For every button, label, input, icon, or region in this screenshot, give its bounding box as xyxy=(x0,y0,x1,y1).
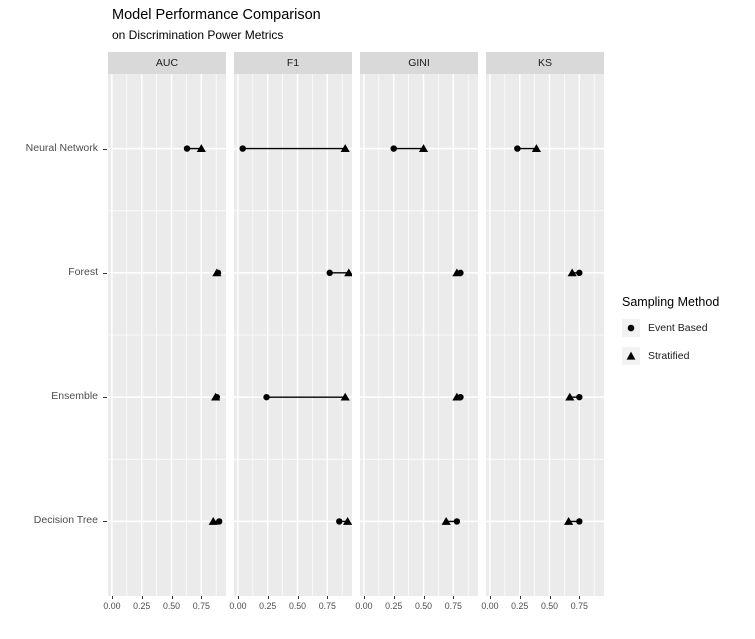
y-axis-label-neural-network: Neural Network xyxy=(25,141,98,154)
x-axis-label: 0.75 xyxy=(444,601,462,611)
data-point-stratified xyxy=(418,144,429,152)
data-point-event-based xyxy=(183,145,191,152)
x-axis-label: 0.25 xyxy=(133,601,151,611)
data-point-stratified xyxy=(567,268,577,277)
facet-panel-auc xyxy=(108,74,226,596)
x-axis-label: 0.75 xyxy=(192,601,210,611)
data-point-event-based xyxy=(336,518,343,525)
x-axis-tick xyxy=(111,596,113,599)
facet-strip-gini: GINI xyxy=(360,52,478,74)
x-axis-tick xyxy=(549,596,551,599)
circle-icon xyxy=(627,324,635,332)
data-point-event-based xyxy=(239,145,246,152)
y-axis-label-decision-tree: Decision Tree xyxy=(33,514,98,527)
data-point-event-based xyxy=(576,393,583,401)
y-axis-tick xyxy=(103,521,107,523)
legend: Sampling Method Event Based Stratified xyxy=(622,295,719,375)
data-point-stratified xyxy=(565,392,575,401)
panel-plot-area xyxy=(360,74,478,596)
x-axis-label: 0.50 xyxy=(288,601,307,611)
data-point-stratified xyxy=(441,517,451,525)
triangle-icon xyxy=(626,351,636,360)
y-axis-tick xyxy=(103,397,107,399)
data-point-event-based xyxy=(390,145,397,152)
x-axis-label: 0.50 xyxy=(540,601,559,611)
x-axis-label: 0.25 xyxy=(385,601,403,611)
x-axis-tick xyxy=(579,596,581,599)
x-axis-tick xyxy=(453,596,455,599)
facet-strip-ks: KS xyxy=(486,52,604,74)
facet-strip-auc: AUC xyxy=(108,52,226,74)
legend-key xyxy=(622,347,640,365)
data-point-event-based xyxy=(514,145,521,152)
x-axis-tick xyxy=(141,596,143,599)
y-axis-tick xyxy=(103,148,107,150)
x-axis-tick xyxy=(423,596,425,599)
x-axis-label: 0.00 xyxy=(481,601,499,611)
data-point-event-based xyxy=(453,518,461,525)
x-axis-label: 0.00 xyxy=(103,601,121,611)
data-point-stratified xyxy=(342,517,352,525)
data-point-stratified xyxy=(211,392,221,401)
y-axis-tick xyxy=(103,272,107,274)
data-point-stratified xyxy=(212,268,222,277)
facet-panel-ks xyxy=(486,74,604,596)
x-axis-label: 0.50 xyxy=(162,601,181,611)
data-point-event-based xyxy=(216,518,223,525)
x-axis-label: 0.75 xyxy=(570,601,588,611)
legend-item-event-based: Event Based xyxy=(622,319,719,337)
x-axis-tick xyxy=(237,596,239,599)
x-axis-tick xyxy=(201,596,203,599)
panel-plot-area xyxy=(108,74,226,596)
x-axis-label: 0.25 xyxy=(259,601,277,611)
data-point-event-based xyxy=(263,393,270,401)
x-axis-tick xyxy=(171,596,173,599)
panel-plot-area xyxy=(486,74,604,596)
data-point-stratified xyxy=(208,517,218,525)
data-point-event-based xyxy=(326,269,333,277)
x-axis-label: 0.25 xyxy=(511,601,529,611)
x-axis-label: 0.00 xyxy=(355,601,373,611)
x-axis-tick xyxy=(327,596,329,599)
legend-label: Stratified xyxy=(648,350,690,362)
data-point-stratified xyxy=(531,144,542,152)
x-axis-tick xyxy=(267,596,269,599)
facet-panel-gini xyxy=(360,74,478,596)
data-point-stratified xyxy=(196,144,206,152)
x-axis-tick xyxy=(393,596,395,599)
chart-subtitle: on Discrimination Power Metrics xyxy=(112,28,284,42)
facet-panel-f1 xyxy=(234,74,352,596)
data-point-event-based xyxy=(576,269,583,277)
data-point-stratified xyxy=(340,392,350,401)
x-axis-tick xyxy=(363,596,365,599)
legend-title: Sampling Method xyxy=(622,295,720,309)
data-point-stratified xyxy=(564,517,574,525)
panel-plot-area xyxy=(234,74,352,596)
legend-key xyxy=(622,319,640,337)
x-axis-tick xyxy=(489,596,491,599)
data-point-stratified xyxy=(344,268,352,277)
data-point-stratified xyxy=(452,392,462,401)
chart-title: Model Performance Comparison xyxy=(112,7,321,23)
data-point-stratified xyxy=(452,268,462,277)
data-point-event-based xyxy=(576,518,583,525)
data-point-stratified xyxy=(340,144,350,152)
facet-strip-f1: F1 xyxy=(234,52,352,74)
legend-item-stratified: Stratified xyxy=(622,347,719,365)
x-axis-label: 0.75 xyxy=(318,601,336,611)
y-axis-label-forest: Forest xyxy=(68,265,98,278)
y-axis-label-ensemble: Ensemble xyxy=(51,390,98,403)
x-axis-label: 0.50 xyxy=(414,601,433,611)
x-axis-label: 0.00 xyxy=(229,601,247,611)
x-axis-tick xyxy=(297,596,299,599)
x-axis-tick xyxy=(519,596,521,599)
legend-label: Event Based xyxy=(648,322,708,334)
